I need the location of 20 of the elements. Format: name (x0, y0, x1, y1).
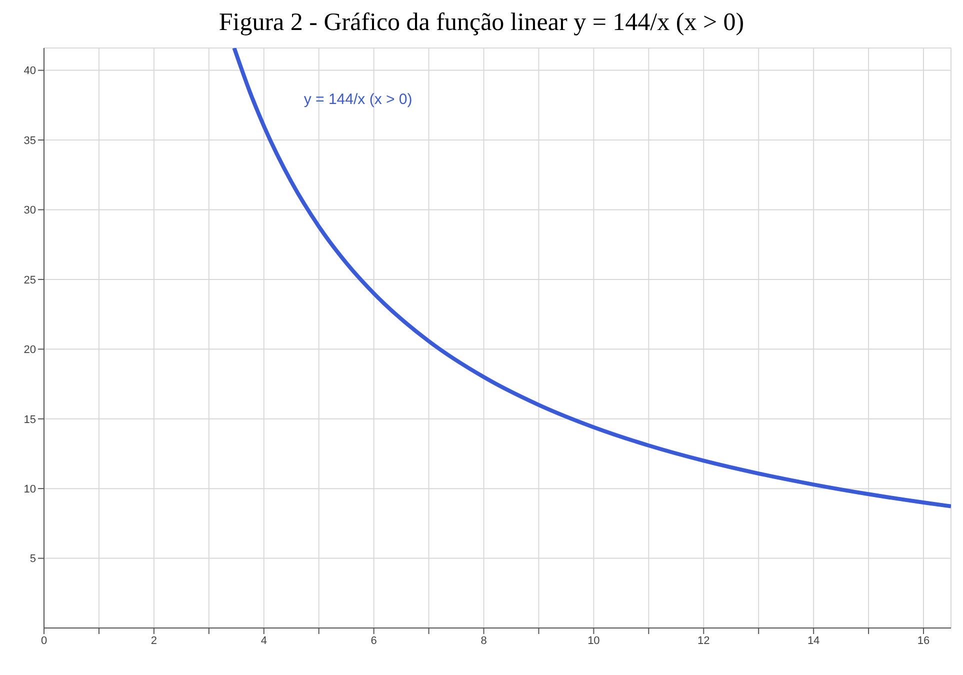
y-tick-label: 30 (24, 204, 36, 217)
x-tick-label: 8 (480, 634, 487, 647)
x-tick-label: 4 (260, 634, 267, 647)
y-tick-label: 25 (24, 274, 36, 286)
x-tick-label: 16 (917, 634, 930, 647)
y-tick-label: 10 (24, 483, 36, 496)
y-tick-label: 5 (30, 553, 36, 566)
y-tick-label: 40 (24, 65, 36, 78)
x-tick-label: 10 (588, 634, 600, 647)
line-series (232, 48, 951, 508)
x-tick-label: 14 (807, 634, 820, 647)
x-tick-label: 2 (150, 634, 157, 647)
x-tick-label: 6 (370, 634, 377, 647)
x-tick-label: 0 (40, 634, 48, 647)
x-tick-label: 12 (698, 634, 710, 647)
y-tick-label: 35 (24, 134, 36, 147)
y-tick-label: 20 (24, 344, 36, 356)
chart-title: Figura 2 - Gráfico da função linear y = 144/x (x > 0) (218, 8, 746, 38)
y-tick-label: 15 (24, 414, 36, 426)
text: y = 144/x (x > 0) (304, 91, 412, 108)
